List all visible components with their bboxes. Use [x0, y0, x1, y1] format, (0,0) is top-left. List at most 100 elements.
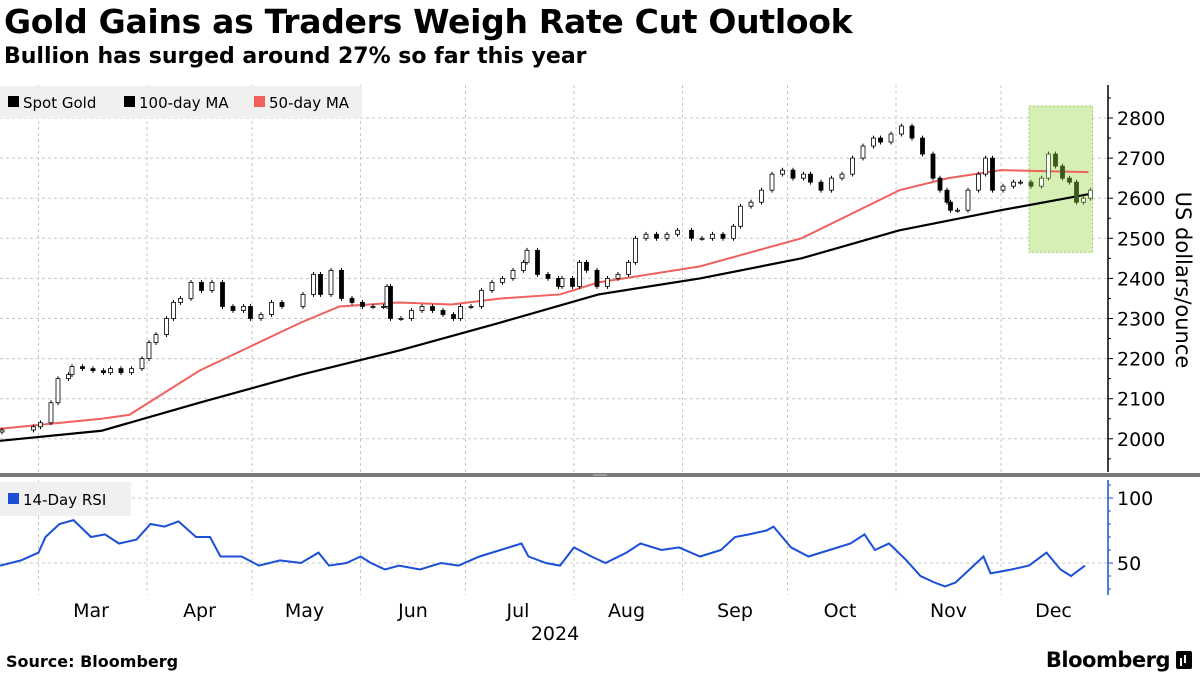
candle-body — [1060, 165, 1065, 179]
candle-body — [1081, 197, 1086, 203]
candle-body — [108, 368, 113, 374]
rsi-legend-label: 14-Day RSI — [23, 491, 106, 509]
candle-body — [759, 189, 764, 203]
candle-body — [990, 157, 995, 191]
candle-body — [489, 282, 495, 291]
candle-body — [300, 294, 306, 307]
rsi-line — [0, 518, 1086, 588]
candle-body — [1088, 189, 1093, 199]
candle-body — [199, 282, 204, 291]
candle-body — [633, 237, 638, 263]
candle-body — [220, 282, 225, 307]
candle-body — [801, 173, 806, 179]
candle-body — [381, 306, 386, 308]
candle-body — [468, 306, 474, 308]
candle-body — [66, 374, 71, 380]
candle-body — [55, 378, 61, 404]
candle-body — [318, 273, 323, 295]
source-note: Source: Bloomberg — [6, 652, 179, 671]
candle-body — [839, 173, 845, 179]
candle-body — [570, 277, 575, 287]
candle-body — [654, 233, 659, 239]
candle-body — [748, 201, 754, 207]
candle-body — [909, 125, 915, 139]
candle-body — [664, 233, 670, 239]
candle-body — [279, 302, 285, 307]
candle-body — [241, 306, 246, 311]
candle-body — [699, 237, 705, 240]
candle-body — [430, 306, 435, 311]
chart-title: Gold Gains as Traders Weigh Rate Cut Out… — [4, 2, 853, 41]
x-tick-label: Jul — [506, 600, 530, 622]
candle-body — [90, 368, 96, 372]
y-tick-label: 2600 — [1117, 188, 1165, 210]
candle-body — [500, 277, 505, 283]
legend-label: 50-day MA — [269, 94, 350, 112]
candle-body — [521, 261, 526, 271]
highlight-box — [1028, 105, 1093, 253]
candle-body — [524, 249, 530, 263]
x-tick-label: Mar — [73, 600, 109, 622]
candle-body — [983, 157, 988, 175]
candle-body — [675, 229, 680, 235]
candle-body — [930, 153, 936, 179]
candle-body — [360, 302, 365, 307]
rsi-legend-box — [0, 482, 131, 516]
candle-body — [769, 173, 775, 191]
candle-body — [955, 209, 960, 212]
candle-body — [440, 310, 446, 315]
candle-body — [888, 133, 894, 143]
candle-body — [1011, 181, 1016, 187]
candle-body — [829, 177, 834, 191]
candle-body — [878, 137, 883, 143]
candle-body — [178, 298, 183, 303]
candle-body — [720, 233, 726, 239]
candle-body — [311, 273, 316, 295]
candle-body — [339, 269, 344, 299]
candle-body — [1053, 153, 1058, 167]
y-tick-label: 2100 — [1117, 389, 1165, 411]
candle-body — [328, 269, 334, 295]
y-tick-label: 2300 — [1117, 309, 1165, 331]
candle-body — [209, 282, 215, 291]
candle-body — [790, 169, 796, 179]
candle-body — [1046, 153, 1051, 179]
candle-body — [1074, 181, 1079, 203]
x-tick-label: Sep — [717, 600, 753, 622]
x-tick-label: Jun — [397, 600, 428, 622]
candle-body — [398, 318, 404, 320]
candle-body — [738, 205, 743, 227]
y-axis-title: US dollars/ounce — [1171, 192, 1195, 369]
candle-body — [605, 277, 610, 287]
candle-body — [976, 173, 981, 191]
candle-body — [559, 277, 565, 287]
legend-box — [0, 86, 362, 118]
candle-body — [510, 269, 516, 279]
candle-body — [860, 145, 866, 159]
candle-body — [171, 302, 176, 319]
candle-body — [129, 368, 134, 374]
candle-body — [388, 286, 393, 319]
candle-body — [479, 290, 484, 307]
candle-body — [101, 370, 106, 374]
candle-body — [643, 233, 649, 239]
x-tick-label: Dec — [1035, 600, 1072, 622]
candle-body — [944, 189, 950, 203]
candle-body — [118, 368, 124, 374]
y-tick-label: 2500 — [1117, 228, 1165, 250]
candle-body — [139, 358, 145, 370]
logo-text: Bloomberg — [1045, 648, 1171, 672]
candle-body — [808, 173, 813, 183]
bloomberg-logo-icon — [1176, 651, 1192, 669]
candle-body — [850, 157, 855, 175]
candle-body — [153, 334, 159, 343]
candle-body — [188, 282, 194, 299]
legend-label: 100-day MA — [139, 94, 229, 112]
candle-body — [965, 189, 971, 211]
ma100-line — [0, 193, 1089, 442]
candle-body — [31, 426, 36, 431]
x-tick-label: Oct — [824, 600, 857, 622]
candle-body — [230, 306, 236, 311]
candle-body — [1018, 181, 1023, 184]
x-axis-year: 2024 — [531, 623, 579, 645]
